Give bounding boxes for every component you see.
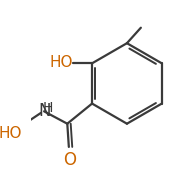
Text: O: O xyxy=(63,151,76,169)
Text: H: H xyxy=(43,101,53,115)
Text: N: N xyxy=(39,102,51,120)
Text: HO: HO xyxy=(0,126,22,141)
Text: HO: HO xyxy=(49,55,73,70)
